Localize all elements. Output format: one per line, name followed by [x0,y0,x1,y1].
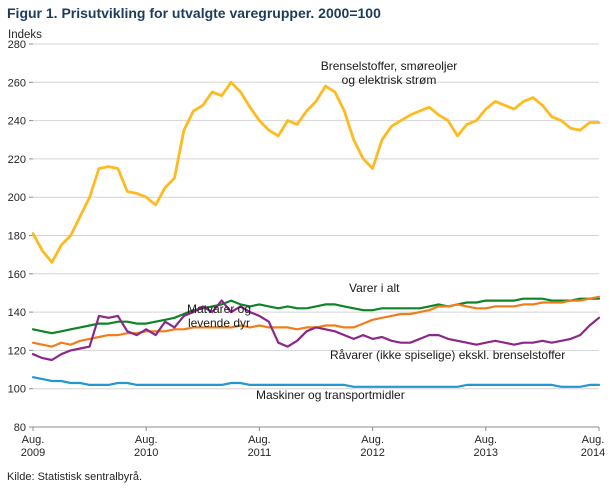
x-tick-label-month: Aug. [22,434,45,446]
series-line-varer-i-alt [31,297,601,335]
y-tick-label: 280 [8,39,26,51]
series-line-maskiner [31,376,601,388]
x-tick-label-year: 2012 [360,447,384,459]
source-note: Kilde: Statistisk sentralbyrå. [7,471,143,483]
y-tick-label: 80 [14,422,26,434]
y-tick-label: 220 [8,154,26,166]
x-tick-label-month: Aug. [248,434,271,446]
y-tick-label: 140 [8,307,26,319]
series-line-brenselstoffer [31,80,601,264]
series-line-ravarer [31,299,601,362]
y-tick-label: 160 [8,269,26,281]
series-label: og elektrisk strøm [342,73,437,87]
series-label: Maskiner og transportmidler [256,388,405,402]
series-label: Råvarer (ikke spiselige) ekskl. brensels… [330,348,565,362]
x-tick-label-year: 2009 [21,447,45,459]
series-label: levende dyr [188,316,250,330]
series-label: Varer i alt [349,281,400,295]
y-axis-title: Indeks [8,29,42,41]
series-label: Matvarer og [187,302,251,316]
y-tick-label: 120 [8,345,26,357]
y-tick-label: 200 [8,192,26,204]
x-tick-label-year: 2013 [474,447,498,459]
x-tick-label-month: Aug. [135,434,158,446]
x-tick-label-year: 2010 [134,447,158,459]
x-tick-label-year: 2014 [581,447,605,459]
x-tick-label-month: Aug. [582,434,605,446]
y-tick-label: 180 [8,231,26,243]
y-tick-label: 260 [8,77,26,89]
series-label: Brenselstoffer, smøreoljer [321,59,458,73]
y-tick-label: 240 [8,116,26,128]
figure-title: Figur 1. Prisutvikling for utvalgte vare… [7,5,381,21]
x-tick-label-year: 2011 [248,447,272,459]
y-tick-label: 100 [8,384,26,396]
x-tick-label-month: Aug. [361,434,384,446]
x-tick-label-month: Aug. [474,434,497,446]
